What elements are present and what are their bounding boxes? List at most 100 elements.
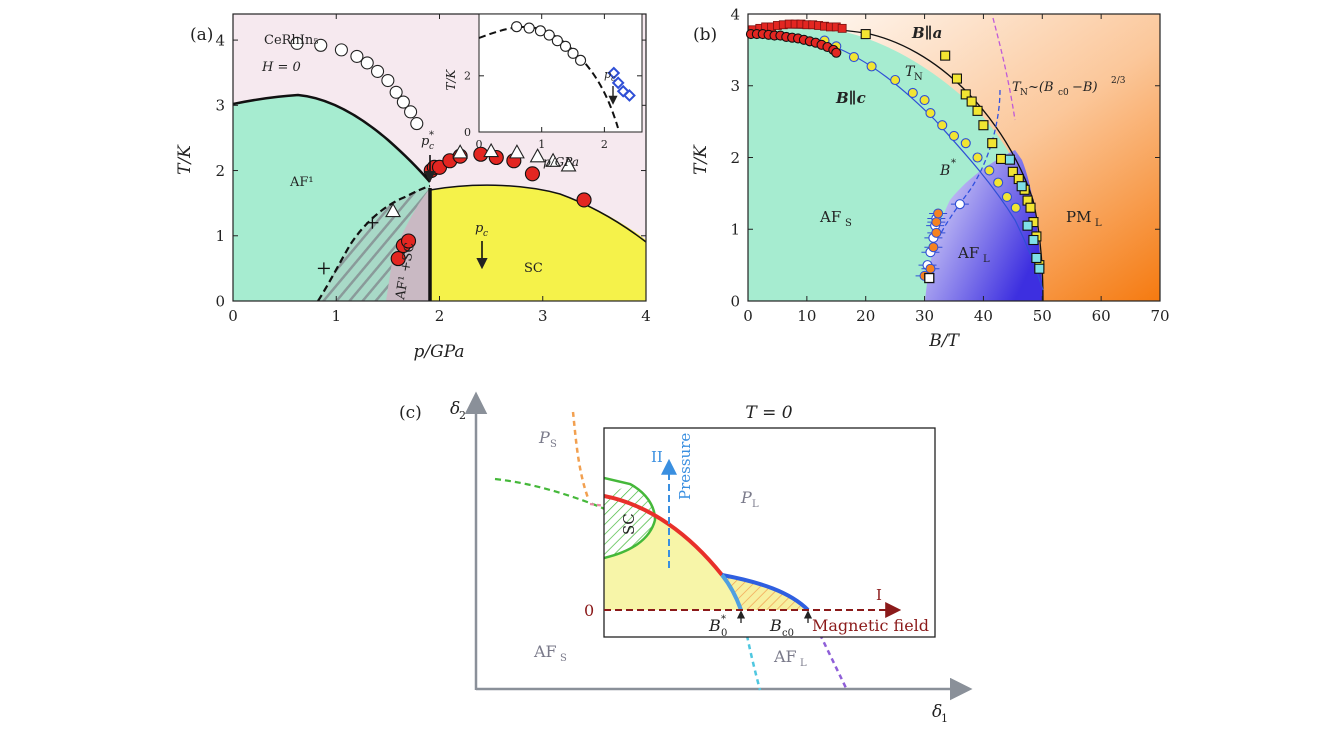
y-tick-label: 4 (215, 31, 225, 49)
svg-text:1: 1 (941, 712, 948, 725)
data-point-red-circle (831, 47, 842, 58)
svg-text:p: p (604, 68, 611, 81)
panel-a-label: (a) (190, 25, 213, 45)
panel-c-title: T = 0 (745, 403, 792, 423)
data-point-open-triangle (529, 148, 546, 163)
svg-text:~(B: ~(B (1028, 80, 1054, 95)
panel-a-af-label: AF¹ (289, 175, 314, 190)
panel-c-pressure-label: Pressure (676, 433, 694, 500)
data-point-open-circle (523, 22, 535, 34)
inset-axes: 0 1 2 0 2 (464, 14, 642, 151)
data-point-yellow-square (1007, 166, 1018, 177)
data-point-red-circle (400, 233, 417, 249)
svg-text:L: L (800, 658, 807, 669)
x-tick-label: 60 (1092, 307, 1111, 325)
data-point-open-diamond (611, 76, 625, 90)
panel-a-sc-label: SC (524, 261, 543, 276)
data-point-open-circle (350, 49, 364, 63)
x-tick-label: 1 (331, 307, 341, 325)
data-point-red-circle (576, 192, 592, 208)
data-point-open-triangle (545, 152, 562, 167)
data-point-yellow-circle (890, 74, 901, 86)
inset-pc: p c (604, 68, 618, 105)
svg-text:2/3: 2/3 (1111, 76, 1126, 86)
inset-points (511, 21, 636, 102)
svg-text:L: L (1095, 218, 1102, 229)
panel-a-points (290, 36, 592, 275)
data-point-yellow-square (960, 89, 971, 100)
svg-text:AF: AF (533, 642, 557, 661)
data-point-open-circle (559, 40, 572, 52)
svg-text:P: P (538, 428, 550, 447)
svg-text:AF: AF (819, 208, 841, 226)
panel-b-afl-label: AF L (957, 244, 990, 265)
svg-text:T: T (905, 64, 916, 80)
svg-text:T: T (1012, 80, 1022, 95)
data-point-yellow-circle (960, 138, 971, 149)
panel-a-pc: p c (475, 221, 488, 270)
panel-c-pl-label: P L (740, 488, 759, 510)
panel-c-field-roman: I (876, 586, 882, 604)
svg-text:AF: AF (773, 647, 797, 666)
data-point-yellow-circle (907, 87, 918, 98)
data-point-open-circle (534, 25, 546, 37)
data-point-open-circle (404, 105, 418, 119)
y-tick-label: 1 (215, 227, 225, 245)
panel-c-afl-label: AF L (773, 647, 807, 669)
panel-b-afl-region (925, 150, 1043, 301)
data-point-open-circle (575, 54, 587, 66)
panel-c-ps-label: P S (538, 428, 557, 450)
panel-c-ps-dash (571, 411, 590, 499)
data-point-open-circle (334, 43, 348, 57)
data-point-open-circle (290, 36, 304, 50)
data-point-open-diamond (623, 89, 636, 102)
data-point-open-circle (567, 47, 579, 59)
data-point-yellow-circle (984, 165, 995, 176)
y-tick-label: 3 (730, 77, 740, 95)
svg-text:2: 2 (459, 409, 466, 422)
panel-c-b0-label: B 0 * (708, 610, 746, 639)
svg-text:*: * (721, 614, 726, 625)
panel-c-green-dash (494, 477, 605, 510)
data-point-yellow-circle (972, 152, 983, 163)
panel-b-points (745, 19, 1045, 284)
svg-text:S: S (550, 439, 557, 450)
svg-text:PM: PM (1066, 208, 1091, 226)
panel-b-bstar-label: B * (939, 158, 956, 179)
panel-a-inset: 0 1 2 0 2 p c T/K p/GPa (444, 13, 643, 169)
panel-c-pressure-roman: II (651, 448, 663, 466)
panel-c-purple-dash (806, 609, 848, 689)
data-point-red-square (837, 23, 847, 33)
data-point-cyan-square (1031, 252, 1042, 263)
panel-a-sc-region (430, 185, 646, 301)
x-tick-label: 0 (476, 138, 483, 151)
panel-c-field-label: Magnetic field (812, 616, 929, 635)
panel-a-compound: CeRhIn₅ (264, 33, 319, 48)
y-tick-label: 2 (215, 162, 225, 180)
panel-b-xlabel: B/T (928, 331, 960, 351)
panel-b-tn-label: T N (905, 64, 923, 83)
panel-c-green-line (604, 476, 657, 560)
panel-b-pml-label: PM L (1066, 208, 1102, 229)
svg-text:N: N (914, 72, 923, 83)
svg-text:B: B (769, 616, 782, 635)
data-point-yellow-circle (866, 61, 877, 72)
y-tick-label: 0 (730, 292, 740, 310)
panel-b: 0 10 20 30 40 50 60 70 0 1 2 3 4 (b) B∥a B∥c T N T N… (691, 5, 1170, 351)
panel-b-afs-label: AF S (819, 208, 852, 229)
data-point-open-square (924, 272, 935, 284)
x-tick-label: 0 (228, 307, 238, 325)
panel-c-xlabel: δ 1 (932, 702, 948, 725)
data-point-orange-circle (925, 263, 936, 274)
panel-b-axes: 0 10 20 30 40 50 60 70 0 1 2 3 4 (730, 5, 1169, 325)
x-tick-label: 2 (435, 307, 445, 325)
data-point-orange-circle (931, 217, 942, 228)
svg-text:P: P (740, 488, 752, 507)
panel-b-ylabel: T/K (691, 144, 711, 175)
svg-text:c: c (429, 142, 434, 152)
panel-b-label: (b) (693, 25, 717, 45)
data-point-cyan-square (1028, 234, 1039, 246)
y-tick-label: 4 (730, 5, 740, 23)
data-point-yellow-square (987, 138, 998, 149)
